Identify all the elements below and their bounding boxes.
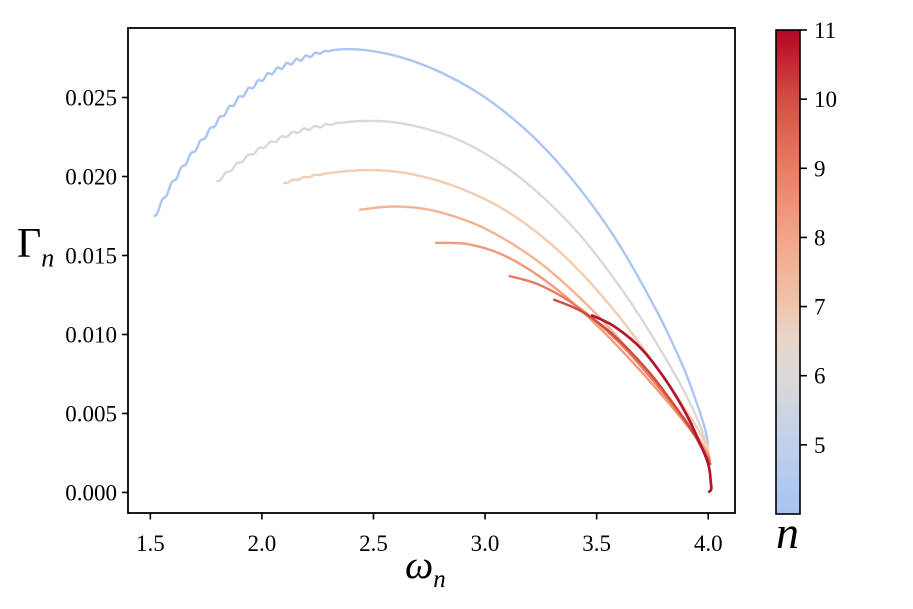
x-axis-ticks: 1.5 2.0 2.5 3.0 3.5 4.0 <box>136 513 723 556</box>
colorbar-tick-label: 8 <box>814 225 826 250</box>
colorbar-label-symbol: n <box>776 507 799 558</box>
x-tick-label: 3.0 <box>471 531 500 556</box>
x-tick-label: 1.5 <box>136 531 165 556</box>
colorbar-tick-label: 7 <box>814 295 826 320</box>
colorbar-tick-label: 6 <box>814 364 826 389</box>
curve-n-6 <box>283 168 710 453</box>
curve-n-8 <box>434 241 711 459</box>
curve-n-11 <box>590 314 713 494</box>
x-tick-label: 2.0 <box>248 531 277 556</box>
colorbar-tick-label: 11 <box>814 18 836 43</box>
y-tick-label: 0.005 <box>65 401 117 426</box>
y-tick-label: 0.010 <box>65 322 117 347</box>
y-tick-label: 0.020 <box>65 165 117 190</box>
y-tick-label: 0.015 <box>65 243 117 268</box>
x-tick-label: 4.0 <box>694 531 723 556</box>
x-axis-label-subscript: n <box>433 566 446 593</box>
colorbar-tick-label: 10 <box>814 87 837 112</box>
colorbar-label: n <box>776 510 799 556</box>
y-tick-label: 0.000 <box>65 480 117 505</box>
plot-border <box>127 27 736 514</box>
x-tick-label: 3.5 <box>582 531 611 556</box>
y-axis-ticks: 0.000 0.005 0.010 0.015 0.020 0.025 <box>65 86 128 505</box>
colorbar-ticks: 5 6 7 8 9 10 11 <box>800 18 837 458</box>
curves-group <box>153 48 713 494</box>
curve-n-5 <box>216 119 710 450</box>
colorbar-tick-label: 9 <box>814 156 826 181</box>
y-axis-label-symbol: Γ <box>17 221 42 267</box>
curve-n-4 <box>153 48 709 447</box>
colorbar <box>775 29 801 515</box>
colorbar-tick-label: 5 <box>814 433 826 458</box>
x-tick-label: 2.5 <box>359 531 388 556</box>
y-tick-label: 0.025 <box>65 86 117 111</box>
x-axis-label: ωn <box>405 542 446 593</box>
curve-n-10 <box>553 298 712 466</box>
curve-n-7 <box>358 205 711 456</box>
x-axis-label-symbol: ω <box>405 542 434 587</box>
y-axis-label-subscript: n <box>41 243 55 273</box>
y-axis-label: Γn <box>17 221 54 271</box>
